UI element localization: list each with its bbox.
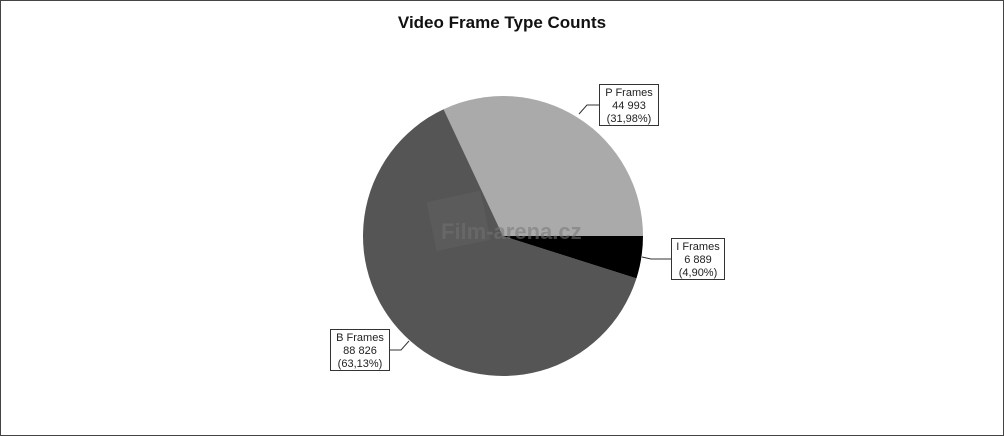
data-label-i-frames-value: 6 889 xyxy=(684,254,712,266)
data-label-i-frames-name: I Frames xyxy=(676,241,720,253)
data-label-b-frames-percent: (63,13%) xyxy=(338,358,383,370)
data-label-p-frames-percent: (31,98%) xyxy=(607,113,652,125)
data-label-b-frames-name: B Frames xyxy=(336,332,384,344)
leader-line-i-frames xyxy=(641,256,671,260)
data-label-b-frames-value: 88 826 xyxy=(343,345,377,357)
data-label-box-p-frames xyxy=(599,84,659,126)
data-label-box-i-frames xyxy=(671,238,725,280)
data-label-i-frames-percent: (4,90%) xyxy=(679,267,718,279)
watermark-clapper-icon xyxy=(426,190,491,252)
leader-line-b-frames xyxy=(389,340,410,351)
data-label-p-frames-value: 44 993 xyxy=(612,100,646,112)
pie-slice-b-frames xyxy=(362,109,637,377)
pie-slice-p-frames xyxy=(443,96,643,236)
data-label-p-frames-name: P Frames xyxy=(605,87,653,99)
data-label-box-b-frames xyxy=(330,329,390,371)
pie-slice-i-frames xyxy=(503,236,643,279)
chart-title: Video Frame Type Counts xyxy=(397,13,607,32)
watermark: Film-arena.cz xyxy=(441,219,582,244)
leader-line-p-frames xyxy=(578,104,599,115)
